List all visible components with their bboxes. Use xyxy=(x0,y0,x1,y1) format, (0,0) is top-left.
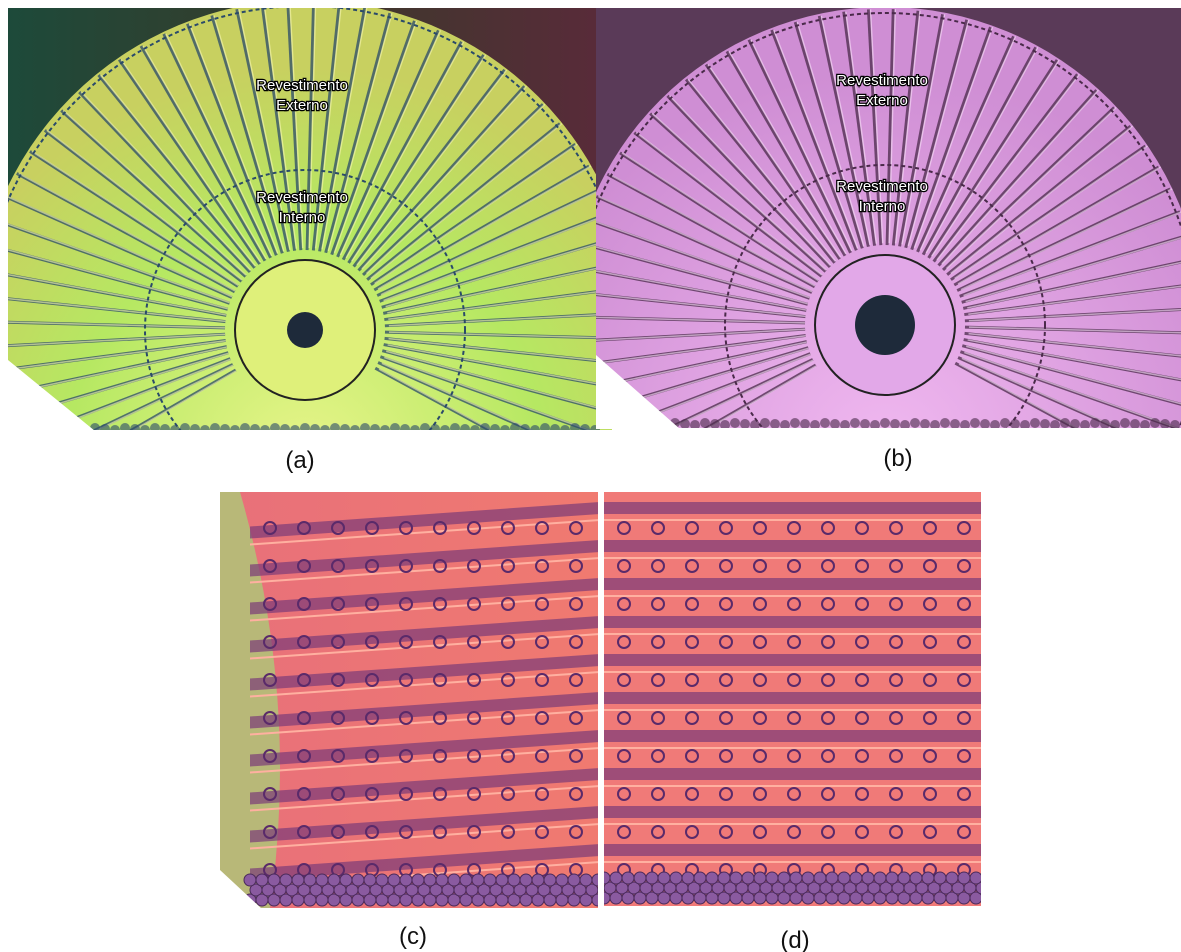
annotation: Interno xyxy=(279,209,326,226)
annotation: Interno xyxy=(859,198,906,215)
annotation: Externo xyxy=(856,92,908,109)
figure: Revestimento Externo Revestimento Intern… xyxy=(0,0,1181,952)
annotation: Revestimento xyxy=(256,77,348,94)
panel-d-image xyxy=(598,492,988,906)
panel-c-image xyxy=(220,492,610,908)
annotation: Revestimento xyxy=(836,72,928,89)
panel-label: (c) xyxy=(399,923,427,950)
panel-label: (d) xyxy=(780,927,809,952)
panel-label: (b) xyxy=(883,445,912,472)
panel-label: (a) xyxy=(285,447,314,474)
annotation: Externo xyxy=(276,97,328,114)
annotation: Revestimento xyxy=(836,178,928,195)
annotation: Revestimento xyxy=(256,189,348,206)
